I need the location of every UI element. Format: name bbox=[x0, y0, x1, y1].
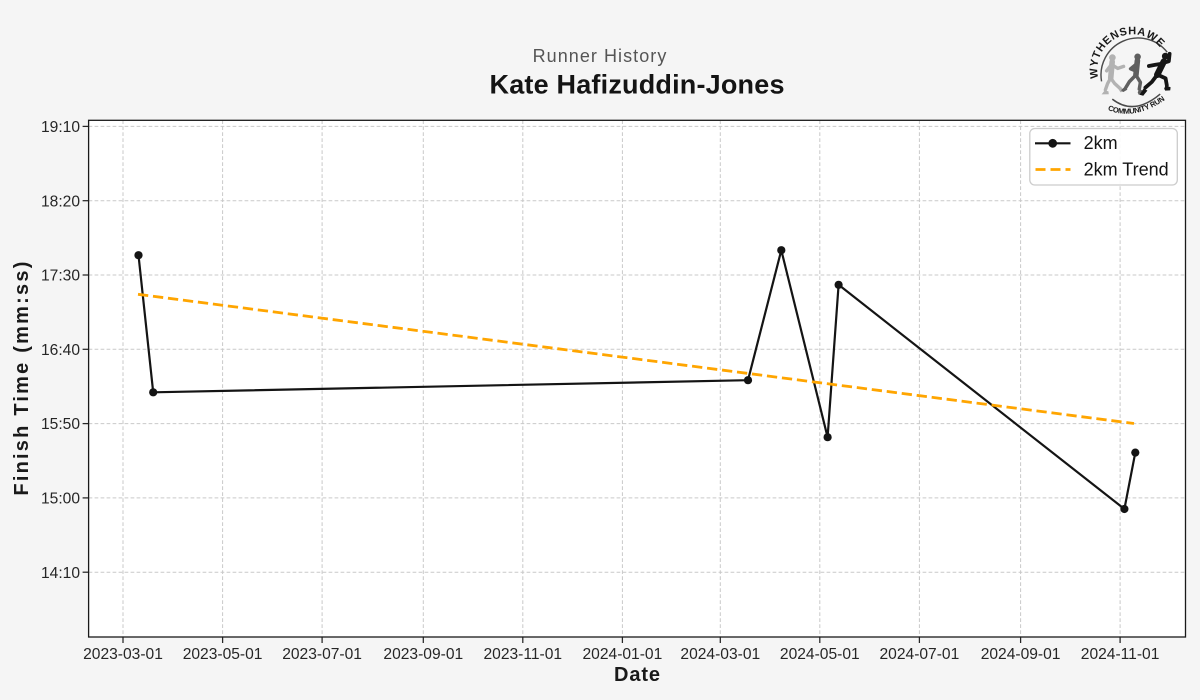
svg-text:Runner History: Runner History bbox=[533, 46, 668, 66]
svg-text:Finish Time (mm:ss): Finish Time (mm:ss) bbox=[11, 262, 33, 496]
svg-text:15:50: 15:50 bbox=[41, 416, 80, 433]
svg-text:2023-09-01: 2023-09-01 bbox=[383, 646, 463, 663]
svg-text:15:00: 15:00 bbox=[41, 491, 80, 508]
svg-text:2023-07-01: 2023-07-01 bbox=[282, 646, 362, 663]
svg-text:2024-03-01: 2024-03-01 bbox=[680, 646, 760, 663]
svg-text:2024-09-01: 2024-09-01 bbox=[981, 646, 1061, 663]
svg-text:2024-01-01: 2024-01-01 bbox=[583, 646, 663, 663]
svg-text:2024-11-01: 2024-11-01 bbox=[1081, 646, 1160, 663]
svg-text:Kate Hafizuddin-Jones: Kate Hafizuddin-Jones bbox=[490, 70, 785, 100]
svg-text:19:10: 19:10 bbox=[41, 119, 80, 136]
svg-text:18:20: 18:20 bbox=[41, 193, 80, 210]
svg-text:14:10: 14:10 bbox=[41, 565, 80, 582]
svg-text:2km: 2km bbox=[1084, 133, 1118, 153]
svg-text:Date: Date bbox=[614, 664, 660, 686]
svg-text:2023-05-01: 2023-05-01 bbox=[183, 646, 263, 663]
svg-text:2023-03-01: 2023-03-01 bbox=[83, 646, 163, 663]
svg-text:16:40: 16:40 bbox=[41, 342, 80, 359]
svg-text:2km Trend: 2km Trend bbox=[1084, 159, 1169, 179]
svg-text:2024-07-01: 2024-07-01 bbox=[880, 646, 960, 663]
svg-text:17:30: 17:30 bbox=[41, 268, 80, 285]
svg-text:2024-05-01: 2024-05-01 bbox=[780, 646, 860, 663]
svg-text:2023-11-01: 2023-11-01 bbox=[483, 646, 562, 663]
